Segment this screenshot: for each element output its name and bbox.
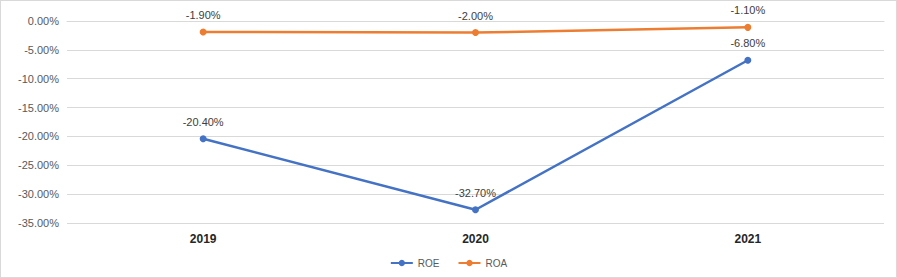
svg-text:-32.70%: -32.70% bbox=[455, 187, 496, 199]
svg-text:-5.00%: -5.00% bbox=[24, 44, 59, 56]
svg-text:-6.80%: -6.80% bbox=[730, 37, 765, 49]
svg-text:-1.90%: -1.90% bbox=[186, 9, 221, 21]
svg-text:2019: 2019 bbox=[190, 232, 217, 246]
svg-text:ROE: ROE bbox=[418, 258, 440, 269]
svg-text:-15.00%: -15.00% bbox=[18, 102, 59, 114]
svg-text:-2.00%: -2.00% bbox=[458, 10, 493, 22]
svg-text:2020: 2020 bbox=[462, 232, 489, 246]
svg-text:-35.00%: -35.00% bbox=[18, 217, 59, 229]
svg-text:-1.10%: -1.10% bbox=[730, 4, 765, 16]
svg-text:2021: 2021 bbox=[734, 232, 761, 246]
svg-text:0.00%: 0.00% bbox=[28, 15, 59, 27]
svg-text:-20.00%: -20.00% bbox=[18, 130, 59, 142]
svg-text:-20.40%: -20.40% bbox=[183, 116, 224, 128]
svg-text:-25.00%: -25.00% bbox=[18, 159, 59, 171]
svg-text:-10.00%: -10.00% bbox=[18, 73, 59, 85]
svg-text:ROA: ROA bbox=[486, 258, 508, 269]
svg-text:-30.00%: -30.00% bbox=[18, 188, 59, 200]
